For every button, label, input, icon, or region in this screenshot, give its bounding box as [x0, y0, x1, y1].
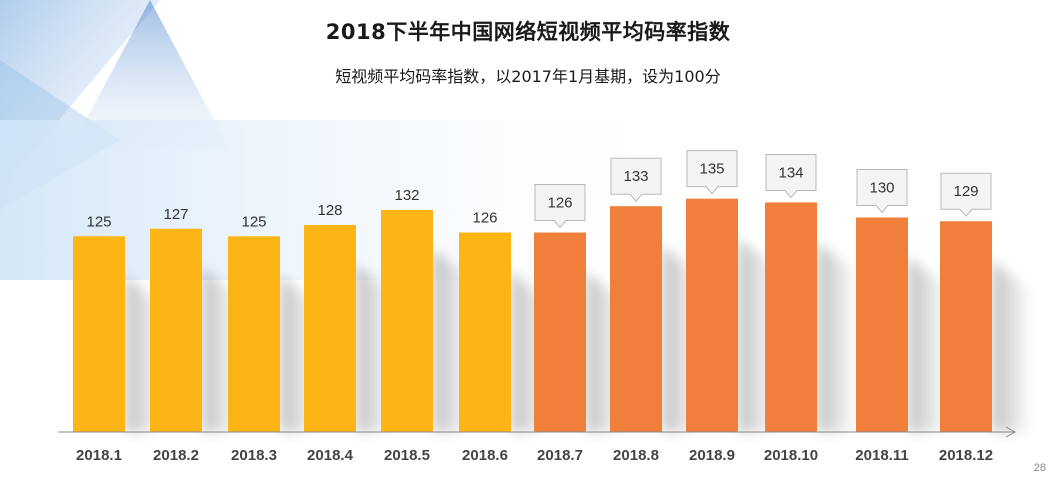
bar-2018.1	[73, 236, 125, 432]
x-tick-label: 2018.9	[689, 447, 735, 464]
x-axis-arrow	[1005, 426, 1017, 438]
value-label: 130	[869, 179, 894, 196]
bar-2018.10	[765, 202, 817, 432]
value-callout	[940, 172, 992, 218]
value-callout	[610, 157, 662, 202]
bar-2018.5	[381, 209, 433, 432]
bar-shadow	[992, 261, 1032, 432]
bar-shadow	[908, 257, 948, 432]
value-label: 135	[699, 161, 724, 178]
x-tick-label: 2018.10	[764, 447, 818, 464]
value-label: 129	[953, 183, 978, 200]
value-callout	[765, 153, 817, 199]
x-tick-label: 2018.4	[307, 447, 354, 464]
value-label: 126	[547, 195, 572, 212]
value-label: 127	[163, 206, 188, 223]
bar-2018.8	[610, 206, 662, 432]
bar-2018.2	[150, 228, 202, 432]
x-tick-label: 2018.2	[153, 447, 199, 464]
x-tick-label: 2018.5	[384, 447, 430, 464]
x-tick-label: 2018.11	[855, 447, 908, 464]
bar-2018.3	[228, 236, 280, 432]
value-label: 134	[778, 164, 803, 181]
bar-2018.11	[856, 217, 908, 432]
bar-shadow	[817, 242, 857, 432]
bar-2018.12	[940, 221, 992, 432]
chart-subtitle: 短视频平均码率指数，以2017年1月基期，设为100分	[335, 67, 721, 86]
value-label: 133	[623, 168, 648, 185]
value-label: 125	[86, 213, 111, 230]
bar-2018.4	[304, 225, 356, 432]
chart-title: 2018下半年中国网络短视频平均码率指数	[325, 20, 731, 44]
value-label: 126	[472, 210, 497, 227]
page-number: 28	[1033, 462, 1046, 474]
x-tick-label: 2018.3	[231, 447, 277, 464]
x-tick-label: 2018.1	[76, 447, 122, 464]
x-tick-label: 2018.8	[613, 447, 659, 464]
value-callout	[686, 150, 738, 195]
bar-2018.7	[534, 232, 586, 432]
bar-2018.9	[686, 198, 738, 432]
bar-2018.6	[459, 232, 511, 432]
x-tick-label: 2018.7	[537, 447, 583, 464]
value-label: 128	[317, 202, 342, 219]
value-label: 125	[241, 213, 266, 230]
x-tick-label: 2018.6	[462, 447, 508, 464]
value-label: 132	[394, 187, 419, 204]
value-callout	[534, 184, 586, 229]
x-tick-label: 2018.12	[939, 447, 993, 464]
value-callout	[856, 168, 908, 214]
